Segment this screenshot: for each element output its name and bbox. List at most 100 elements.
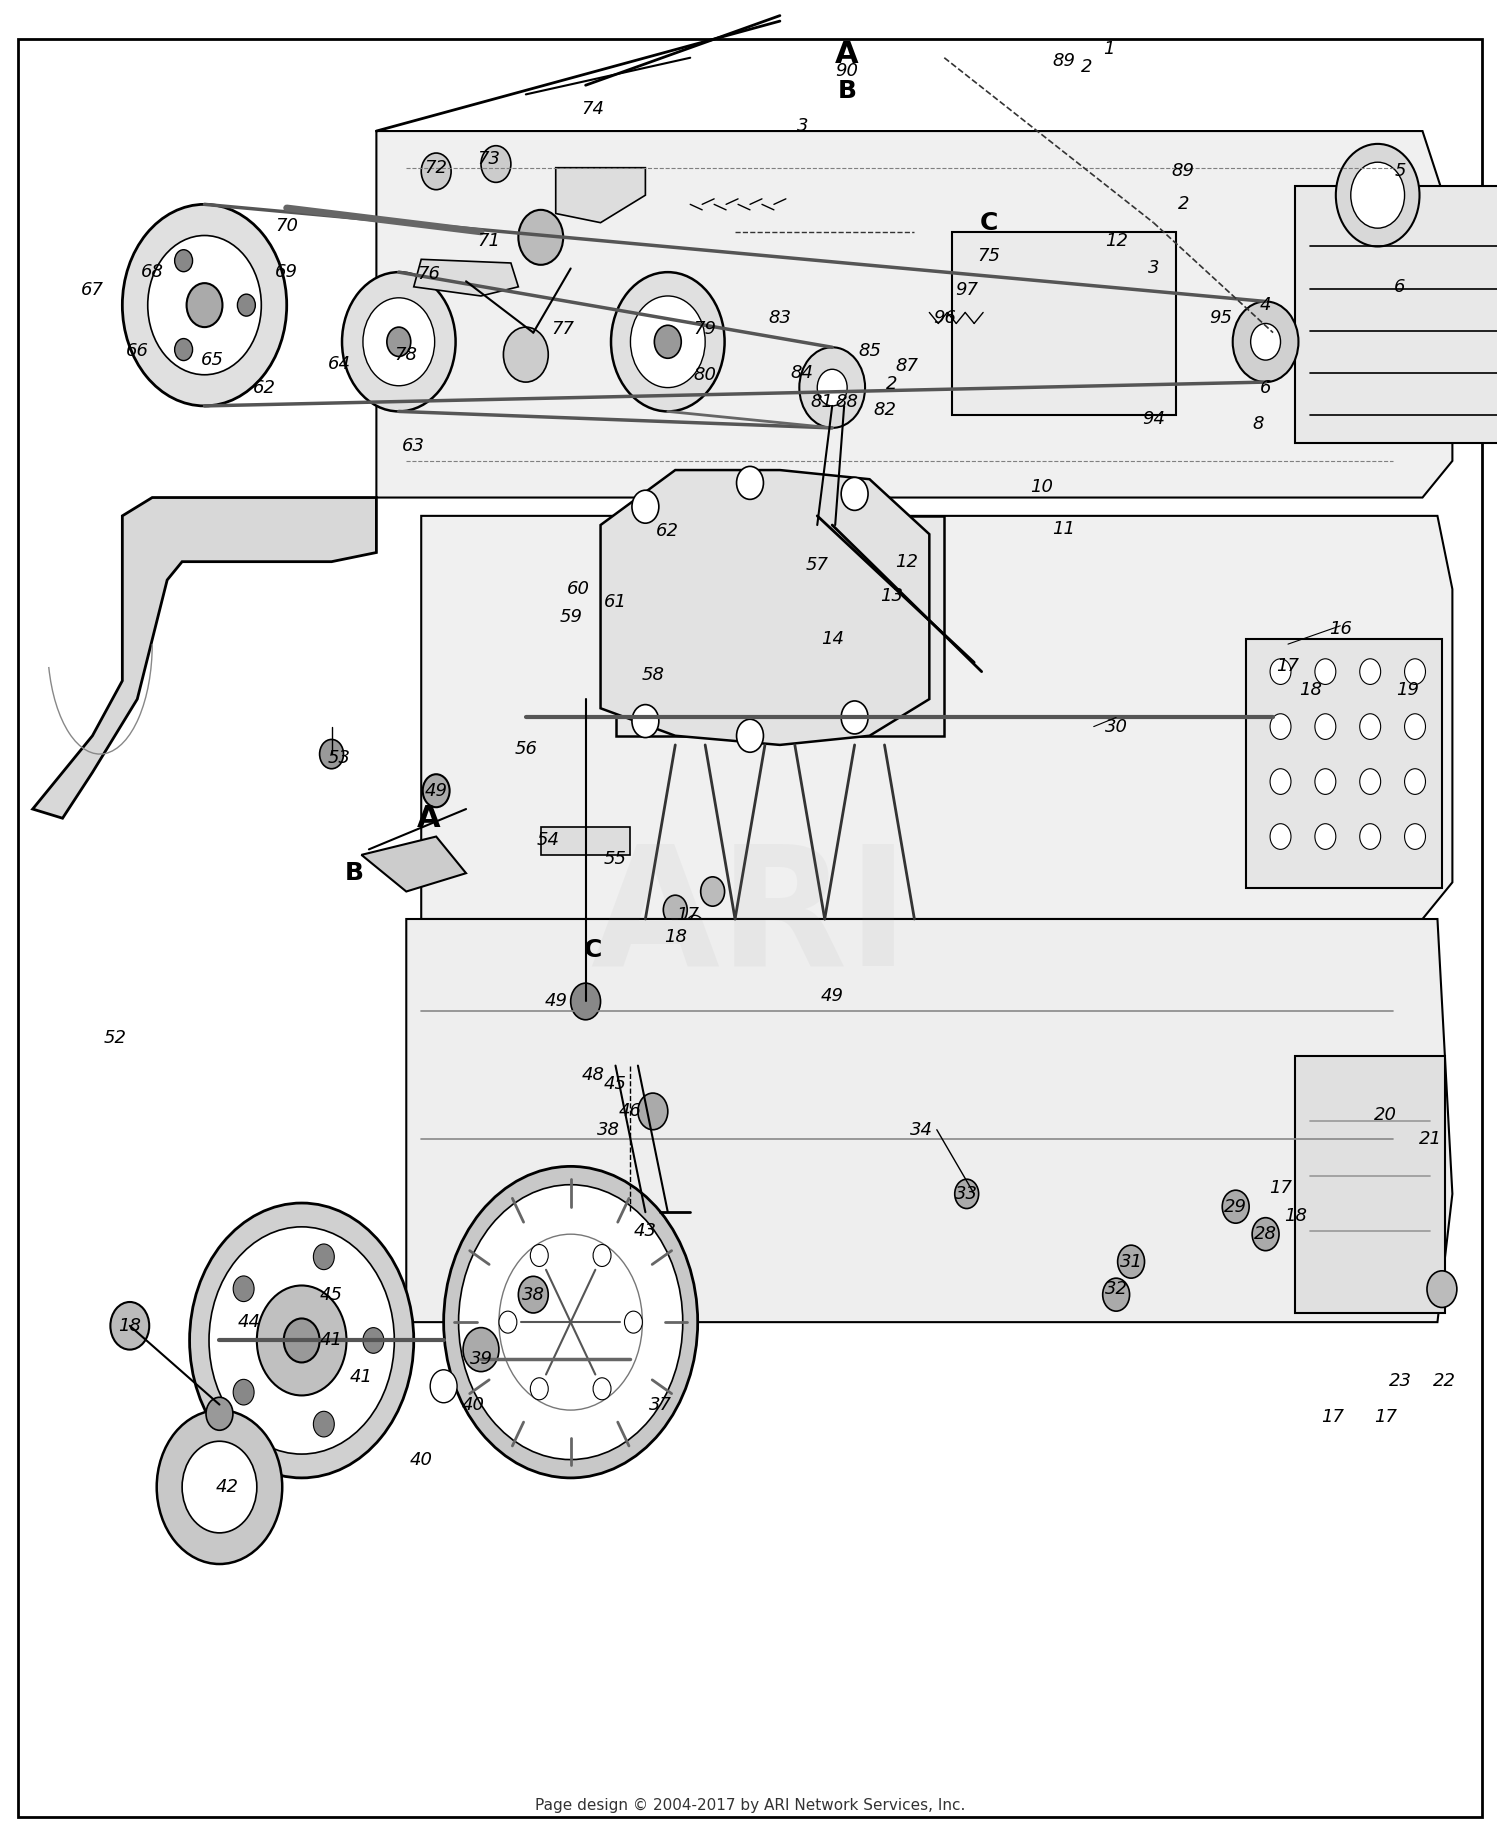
Text: 23: 23 [1389, 1371, 1411, 1390]
Text: 74: 74 [582, 99, 604, 118]
Text: 18: 18 [1299, 680, 1322, 698]
Text: 89: 89 [1172, 162, 1196, 180]
Text: 30: 30 [1104, 717, 1128, 735]
Text: 17: 17 [1276, 658, 1299, 675]
Text: 89: 89 [1053, 53, 1076, 70]
Circle shape [750, 590, 810, 662]
Text: 52: 52 [104, 1029, 126, 1048]
Text: 54: 54 [537, 831, 560, 849]
Circle shape [387, 327, 411, 357]
Text: 18: 18 [664, 928, 687, 947]
Circle shape [320, 739, 344, 768]
Text: 81: 81 [810, 393, 832, 412]
Text: 3: 3 [796, 116, 808, 134]
Text: 96: 96 [933, 309, 956, 327]
Circle shape [500, 1310, 517, 1333]
Text: 94: 94 [1142, 410, 1166, 428]
Circle shape [482, 145, 512, 182]
Polygon shape [414, 259, 519, 296]
Text: B: B [837, 79, 856, 103]
Text: 41: 41 [350, 1367, 374, 1386]
Text: 78: 78 [394, 346, 418, 364]
Text: 63: 63 [402, 437, 426, 456]
Text: 57: 57 [806, 557, 828, 573]
Text: C: C [584, 937, 603, 961]
Circle shape [232, 1276, 254, 1301]
Circle shape [111, 1301, 148, 1349]
Circle shape [592, 1378, 610, 1401]
Text: 49: 49 [821, 987, 843, 1005]
Text: 1: 1 [1102, 40, 1114, 57]
Text: 31: 31 [1119, 1254, 1143, 1270]
Circle shape [182, 1441, 256, 1533]
Text: 65: 65 [201, 351, 223, 369]
Polygon shape [33, 498, 376, 818]
Circle shape [663, 895, 687, 925]
Circle shape [543, 981, 568, 1015]
Text: 68: 68 [141, 263, 164, 281]
Circle shape [624, 1310, 642, 1333]
Text: 28: 28 [1254, 1226, 1276, 1242]
Circle shape [342, 272, 456, 412]
Circle shape [1316, 823, 1336, 849]
Text: 29: 29 [1224, 1198, 1246, 1215]
Text: 61: 61 [604, 594, 627, 610]
Circle shape [632, 491, 658, 524]
Circle shape [1404, 713, 1425, 739]
Circle shape [632, 704, 658, 737]
Circle shape [1102, 1277, 1130, 1310]
Text: 42: 42 [216, 1478, 238, 1496]
Text: 2: 2 [1178, 195, 1190, 213]
Text: 83: 83 [768, 309, 792, 327]
Text: 59: 59 [560, 608, 582, 625]
Circle shape [531, 1378, 549, 1401]
Text: 43: 43 [634, 1222, 657, 1239]
Circle shape [630, 296, 705, 388]
Circle shape [430, 1369, 457, 1402]
Text: 16: 16 [1329, 621, 1352, 638]
Circle shape [1404, 768, 1425, 794]
Text: 21: 21 [1419, 1130, 1442, 1149]
Circle shape [444, 1167, 698, 1478]
Text: 17: 17 [1374, 1408, 1396, 1426]
Text: 76: 76 [417, 265, 440, 283]
Circle shape [570, 983, 600, 1020]
Circle shape [1336, 143, 1419, 246]
Text: 44: 44 [238, 1312, 261, 1331]
Circle shape [519, 210, 562, 265]
Polygon shape [422, 516, 1452, 919]
Text: 17: 17 [1322, 1408, 1344, 1426]
Polygon shape [555, 167, 645, 222]
Circle shape [792, 548, 822, 584]
Text: Page design © 2004-2017 by ARI Network Services, Inc.: Page design © 2004-2017 by ARI Network S… [536, 1798, 964, 1814]
FancyBboxPatch shape [951, 232, 1176, 415]
Circle shape [1118, 1244, 1144, 1277]
Circle shape [284, 1318, 320, 1362]
Text: 73: 73 [477, 149, 500, 167]
Text: 20: 20 [1374, 1106, 1396, 1125]
Polygon shape [362, 836, 466, 891]
Text: 33: 33 [956, 1186, 978, 1202]
Text: 62: 62 [657, 522, 680, 540]
Circle shape [531, 1244, 549, 1266]
Polygon shape [406, 919, 1452, 1322]
Circle shape [954, 1180, 978, 1209]
Text: 18: 18 [1284, 1208, 1306, 1224]
Text: B: B [345, 862, 363, 886]
Text: 17: 17 [1269, 1180, 1292, 1197]
FancyBboxPatch shape [1246, 638, 1442, 888]
Circle shape [1426, 1270, 1456, 1307]
Circle shape [842, 478, 868, 511]
Text: 60: 60 [567, 581, 590, 597]
Text: 6: 6 [1395, 278, 1406, 296]
Circle shape [1270, 823, 1292, 849]
Text: 87: 87 [896, 357, 918, 375]
Circle shape [1316, 713, 1336, 739]
Circle shape [728, 548, 758, 584]
Text: 3: 3 [1148, 259, 1160, 278]
Circle shape [174, 338, 192, 360]
Circle shape [186, 283, 222, 327]
Text: C: C [980, 211, 999, 235]
Text: 12: 12 [1104, 232, 1128, 250]
Text: 49: 49 [424, 781, 447, 800]
